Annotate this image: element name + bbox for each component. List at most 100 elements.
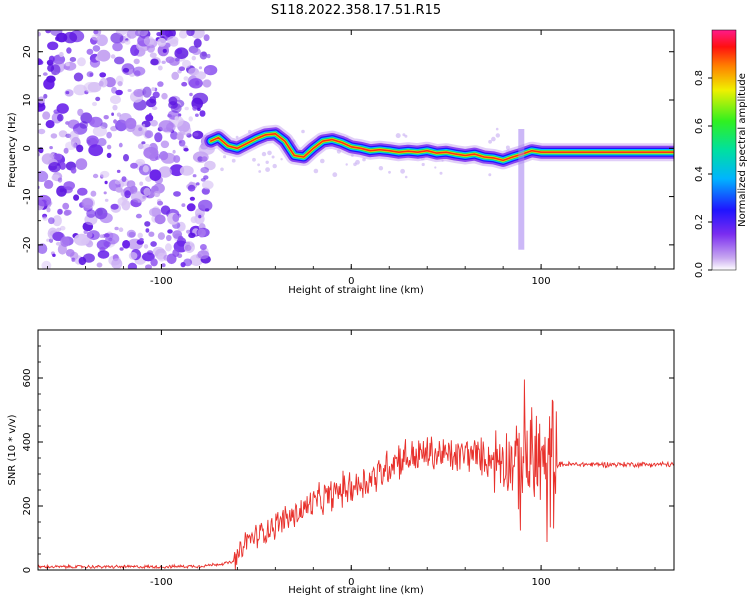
heatmap-noise-blob xyxy=(167,36,179,45)
heatmap-noise-blob xyxy=(92,101,97,107)
heatmap-noise-blob xyxy=(73,194,80,201)
heatmap-noise-dot xyxy=(280,158,283,161)
heatmap-noise-blob xyxy=(97,49,111,62)
heatmap-ridge-layer xyxy=(201,124,674,250)
heatmap-noise-blob xyxy=(38,170,49,182)
heatmap-noise-blob xyxy=(57,208,63,215)
heatmap-noise-blob xyxy=(79,121,88,129)
heatmap-noise-blob xyxy=(76,144,84,153)
heatmap-noise-blob xyxy=(157,81,164,87)
heatmap-noise-blob xyxy=(97,138,107,147)
heatmap-noise-blob xyxy=(42,111,51,120)
heatmap-ridge-band xyxy=(210,133,674,162)
heatmap-noise-blob xyxy=(192,105,198,111)
heatmap-noise-blob xyxy=(65,121,70,125)
heatmap-noise-blob xyxy=(191,48,201,55)
heatmap-noise-blob xyxy=(169,164,185,177)
heatmap-noise-blob xyxy=(59,162,66,170)
heatmap-noise-blob xyxy=(114,180,121,185)
figure-title: S118.2022.358.17.51.R15 xyxy=(271,3,441,18)
x-tick-label: 0 xyxy=(348,276,354,287)
heatmap-noise-blob xyxy=(60,236,70,247)
heatmap-noise-blob xyxy=(190,216,198,224)
heatmap-noise-blob xyxy=(73,72,84,82)
snr-x-ticks: -100 0 100 xyxy=(47,330,656,588)
heatmap-noise-dot xyxy=(220,167,224,172)
heatmap-noise-blob xyxy=(57,177,63,183)
heatmap-noise-blob xyxy=(137,30,149,37)
y-tick-label: 0 xyxy=(22,145,33,151)
snr-series-line xyxy=(38,379,674,570)
heatmap-noise-blob xyxy=(184,106,189,111)
heatmap-noise-blob xyxy=(167,229,173,234)
heatmap-noise-blob xyxy=(110,54,116,59)
heatmap-noise-blob xyxy=(176,48,183,55)
heatmap-noise-blob xyxy=(189,92,193,97)
heatmap-noise-dot xyxy=(400,168,405,174)
heatmap-noise-blob xyxy=(158,120,174,132)
heatmap-noise-blob xyxy=(171,71,179,80)
heatmap-noise-dot xyxy=(345,163,348,166)
heatmap-noise-blob xyxy=(157,65,163,71)
heatmap-noise-blob xyxy=(178,66,186,71)
heatmap-noise-blob xyxy=(149,96,157,104)
heatmap-noise-blob xyxy=(77,187,88,196)
heatmap-noise-blob xyxy=(183,258,193,267)
heatmap-noise-blob xyxy=(139,238,144,242)
heatmap-noise-blob xyxy=(145,114,154,122)
heatmap-noise-blob xyxy=(153,152,159,157)
heatmap-noise-blob xyxy=(46,200,53,206)
heatmap-noise-blob xyxy=(130,162,138,169)
heatmap-noise-blob xyxy=(194,213,205,225)
heatmap-noise-blob xyxy=(204,67,211,75)
heatmap-noise-blob xyxy=(46,238,50,242)
heatmap-noise-blob xyxy=(55,241,62,246)
heatmap-noise-blob xyxy=(117,81,123,87)
heatmap-noise-blob xyxy=(52,253,56,257)
heatmap-noise-dot xyxy=(252,157,256,162)
heatmap-noise-blob xyxy=(127,89,132,92)
heatmap-noise-blob xyxy=(143,244,149,249)
snr-plot-frame xyxy=(37,329,675,571)
heatmap-noise-blob xyxy=(73,233,90,246)
heatmap-noise-blob xyxy=(63,181,75,191)
heatmap-noise-blob xyxy=(137,143,144,150)
heatmap-noise-blob xyxy=(38,243,48,254)
colorbar-gradient xyxy=(711,29,737,271)
heatmap-noise-dot xyxy=(231,158,236,163)
heatmap-noise-dot xyxy=(395,133,401,139)
heatmap-noise-blob xyxy=(115,89,123,96)
heatmap-noise-blob xyxy=(65,91,70,95)
y-tick-label: -10 xyxy=(22,188,33,204)
heatmap-noise-blob xyxy=(189,196,195,201)
heatmap-noise-blob xyxy=(143,187,151,196)
heatmap-noise-blob xyxy=(122,67,130,73)
heatmap-noise-dot xyxy=(421,162,425,167)
heatmap-noise-blob xyxy=(162,48,167,53)
snr-line-layer xyxy=(38,379,674,570)
heatmap-noise-blob xyxy=(172,230,183,239)
heatmap-noise-blob xyxy=(203,175,209,180)
heatmap-noise-blob xyxy=(81,198,94,209)
heatmap-noise-blob xyxy=(83,230,88,234)
heatmap-noise-blob xyxy=(103,115,109,120)
heatmap-noise-dot xyxy=(267,150,272,156)
heatmap-noise-blob xyxy=(59,188,64,193)
heatmap-noise-blob xyxy=(139,181,144,186)
heatmap-noise-blob xyxy=(152,106,158,111)
heatmap-noise-dot xyxy=(257,163,260,167)
heatmap-noise-dot xyxy=(434,166,437,169)
heatmap-noise-blob xyxy=(63,61,77,71)
heatmap-noise-blob xyxy=(182,59,191,69)
heatmap-noise-blob xyxy=(59,51,64,58)
heatmap-noise-blob xyxy=(43,93,48,99)
heatmap-noise-blob xyxy=(151,87,156,92)
heatmap-noise-blob xyxy=(197,228,206,238)
heatmap-noise-blob xyxy=(110,203,119,210)
heatmap-noise-blob xyxy=(104,77,116,88)
colorbar-tick-label: 0.0 xyxy=(694,262,705,278)
heatmap-noise-blob xyxy=(38,31,41,37)
heatmap-noise-blob xyxy=(131,124,147,136)
heatmap-noise-blob xyxy=(160,140,170,149)
heatmap-noise-blob xyxy=(52,215,62,227)
